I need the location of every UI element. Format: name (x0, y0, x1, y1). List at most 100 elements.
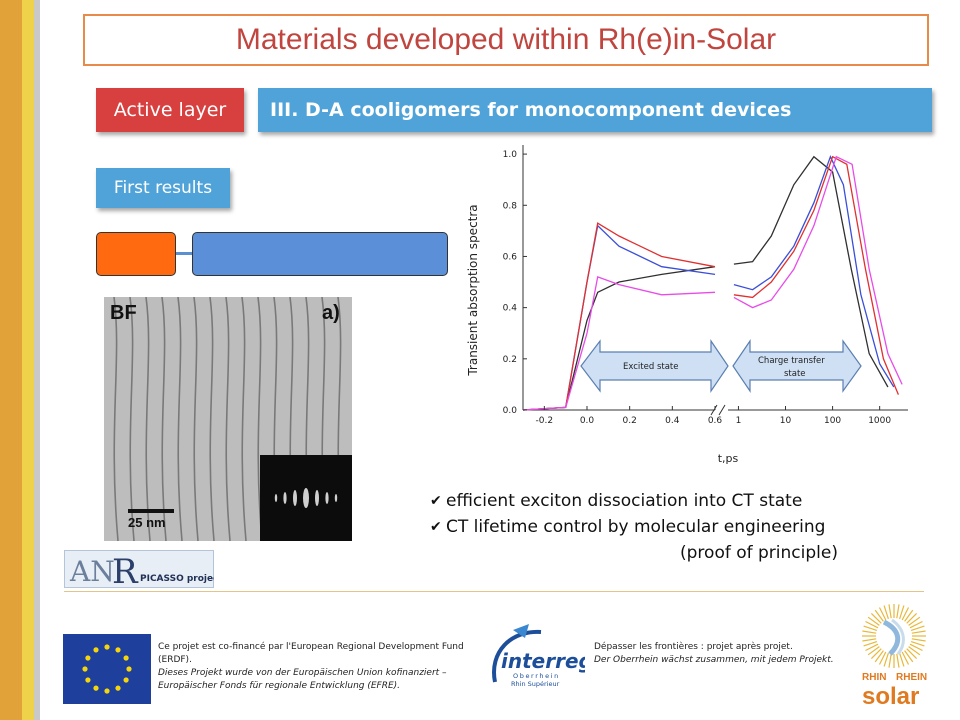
sun-ray (911, 638, 926, 642)
sun-ray (878, 607, 887, 621)
sun-ray (865, 620, 879, 629)
sun-ray (863, 641, 878, 647)
charge-transfer-label-2: state (784, 369, 806, 379)
svg-text:R: R (112, 552, 139, 588)
sun-ray (862, 638, 877, 642)
anr-logo: AN R PICASSO project (64, 550, 214, 588)
first-results-tag: First results (96, 168, 230, 208)
tem-label-bf: BF (110, 302, 137, 324)
interreg-sub1: Oberrhein (513, 672, 560, 680)
series-line-early (522, 266, 716, 411)
series-line-late (733, 155, 903, 385)
eu-star (115, 685, 121, 691)
sun-ray (865, 643, 879, 652)
eu-star (104, 688, 110, 694)
sun-ray (909, 620, 923, 629)
state-arrows: Excited state Charge transfer state (580, 339, 862, 393)
y-tick-label: 0.8 (503, 201, 518, 211)
sun-ray (899, 652, 905, 667)
check-icon: ✔ (430, 519, 442, 535)
tem-micrograph: BF a) 25 nm (104, 297, 352, 541)
eu-funding-text: Ce projet est co-financé par l'European … (158, 641, 478, 693)
sun-ray (904, 650, 914, 663)
sun-ray (863, 625, 878, 631)
sun-ray (896, 604, 900, 619)
sun-ray (906, 612, 918, 624)
y-tick-label: 0.6 (503, 252, 518, 262)
eu-flag (63, 634, 151, 704)
eu-star (104, 644, 110, 650)
check-icon: ✔ (430, 493, 442, 509)
sun-ray (911, 630, 926, 634)
finding-1-text: efficient exciton dissociation into CT s… (446, 491, 803, 511)
series-line-early (522, 222, 716, 411)
x-tick-label: 10 (780, 416, 792, 426)
sun-ray (888, 653, 892, 668)
sun-ray (908, 616, 921, 626)
footer-divider (64, 591, 924, 592)
eu-star (126, 666, 132, 672)
interreg-text-de: Der Oberrhein wächst zusammen, mit jedem… (594, 655, 834, 665)
eu-text-de: Dieses Projekt wurde von der Europäische… (158, 668, 447, 691)
title-box: Materials developed within Rh(e)in-Solar (83, 14, 929, 66)
x-axis-label: t,ps (718, 452, 739, 465)
eu-star (123, 655, 129, 661)
findings-list: ✔ efficient exciton dissociation into CT… (430, 488, 900, 566)
finding-1: ✔ efficient exciton dissociation into CT… (430, 488, 900, 514)
tem-label-a: a) (322, 302, 340, 324)
sun-ray (867, 616, 880, 626)
sun-ray (888, 604, 892, 619)
charge-transfer-label-1: Charge transfer (758, 356, 825, 366)
sun-ray (870, 612, 882, 624)
x-tick-label: 0.0 (580, 416, 595, 426)
finding-note: (proof of principle) (680, 543, 838, 563)
sun-ray (899, 605, 905, 620)
x-tick-label: 0.2 (623, 416, 637, 426)
eu-star (85, 655, 91, 661)
eu-star (85, 677, 91, 683)
eu-star (93, 685, 99, 691)
x-tick-label: 0.6 (708, 416, 723, 426)
tem-scale-bar (128, 509, 174, 513)
y-axis-label: Transient absorption spectra (466, 204, 480, 376)
sun-ray (883, 605, 889, 620)
finding-2-text: CT lifetime control by molecular enginee… (446, 517, 826, 537)
sun-ray (904, 609, 914, 622)
sun-ray (862, 630, 877, 634)
interreg-brand: interreg (501, 649, 585, 673)
rhin-rhein-solar-logo: RHIN RHEIN solar (862, 604, 927, 710)
acceptor-block (192, 232, 448, 276)
excited-state-arrow (580, 339, 729, 393)
series-line-late (733, 155, 889, 388)
left-gray-stripe (34, 0, 40, 720)
interreg-text-fr: Dépasser les frontières : projet après p… (594, 642, 793, 652)
slide-title: Materials developed within Rh(e)in-Solar (235, 23, 777, 56)
sun-ray (909, 643, 923, 652)
x-tick-label: -0.2 (536, 416, 554, 426)
sun-ray (870, 648, 882, 660)
solar-rhin: RHIN (862, 672, 886, 683)
sun-ray (901, 607, 910, 621)
sun-ray (883, 652, 889, 667)
section-heading: III. D-A cooligomers for monocomponent d… (258, 88, 932, 132)
series-line-early (522, 276, 716, 411)
interreg-sub2: Rhin Supérieur (511, 680, 560, 688)
eu-star (123, 677, 129, 683)
y-tick-label: 0.0 (503, 406, 518, 416)
sun-ray (878, 651, 887, 665)
tem-scale-label: 25 nm (128, 515, 166, 530)
solar-rhein: RHEIN (896, 672, 927, 683)
donor-block (96, 232, 176, 276)
charge-transfer-arrow (732, 339, 862, 393)
y-tick-label: 0.4 (503, 304, 518, 314)
sun-ray (910, 625, 925, 631)
active-layer-tag: Active layer (96, 88, 244, 132)
fft-inset (260, 455, 352, 541)
sun-ray (867, 646, 880, 656)
excited-state-label: Excited state (623, 362, 678, 372)
series-line-late (733, 155, 899, 395)
sun-ray (896, 653, 900, 668)
y-tick-label: 0.2 (503, 355, 517, 365)
finding-2: ✔ CT lifetime control by molecular engin… (430, 514, 900, 540)
series-line-late (733, 154, 895, 388)
